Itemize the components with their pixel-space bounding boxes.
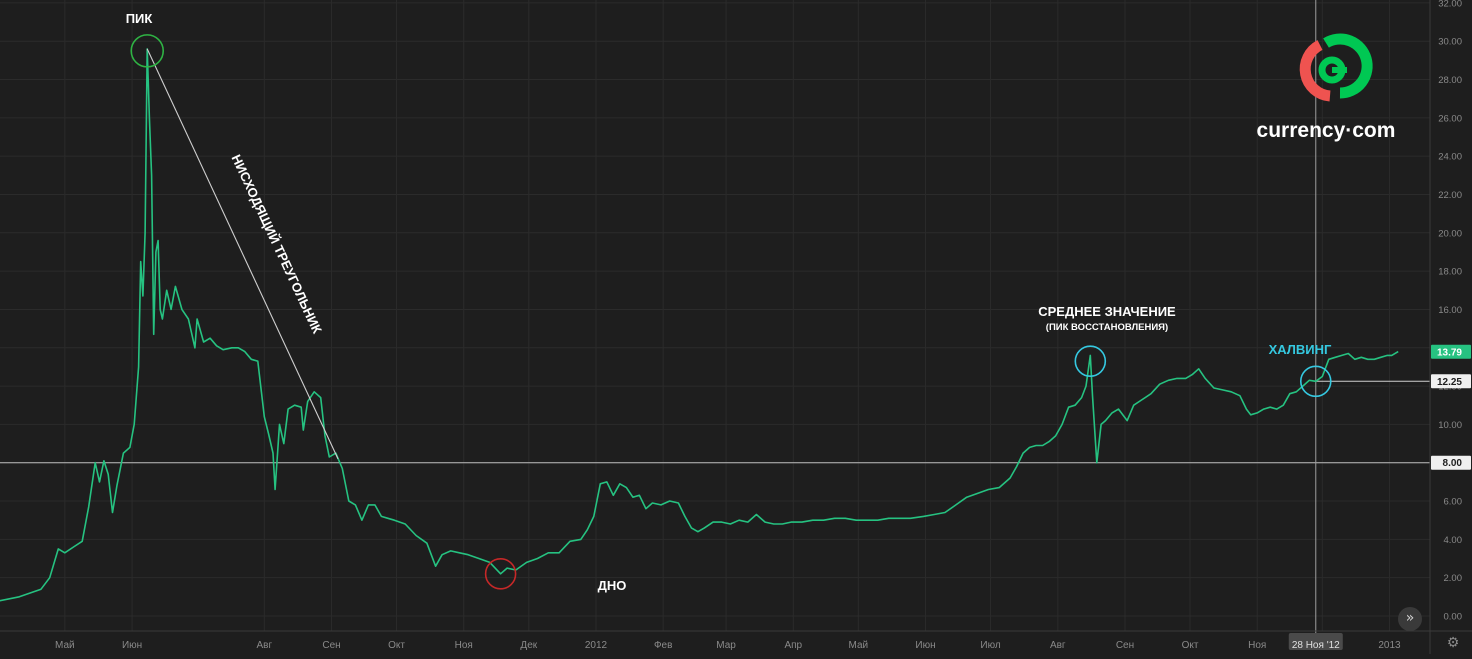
y-tick-label: 10.00 [1438,420,1462,431]
y-tick-label: 24.00 [1438,152,1462,163]
halving-label: ХАЛВИНГ [1269,342,1332,357]
settings-gear-icon[interactable]: ⚙ [1446,635,1460,651]
bottom-label: ДНО [598,578,627,593]
logo-inner-bar [1332,67,1347,73]
x-tick-label: Май [55,640,75,651]
y-tick-label: 20.00 [1438,228,1462,239]
peak-circle [130,34,165,68]
descending-triangle-line [146,48,339,460]
y-tick-label: 4.00 [1444,535,1463,546]
x-tick-label: Сен [1116,640,1134,651]
average-sublabel: (ПИК ВОССТАНОВЛЕНИЯ) [1046,322,1168,333]
logo-icon [1299,33,1373,102]
crosshair-date-badge: 28 Ноя '12 [1292,640,1340,651]
x-tick-label: 2013 [1378,640,1401,651]
price-line [0,48,1399,602]
y-tick-label: 16.00 [1438,305,1462,316]
x-tick-label: Авг [256,640,272,651]
logo-red-arc [1299,40,1331,102]
y-tick-label: 26.00 [1438,113,1462,124]
halving-circle [1299,365,1332,398]
level-price-badge: 8.00 [1443,458,1463,469]
x-tick-label: Ноя [455,640,473,651]
x-tick-label: Июн [915,640,935,651]
logo-green-arc [1323,33,1373,99]
x-tick-label: Дек [520,640,537,651]
y-tick-label: 6.00 [1444,497,1463,508]
average-label: СРЕДНЕЕ ЗНАЧЕНИЕ [1038,304,1176,319]
x-tick-label: Окт [1182,640,1199,651]
last-price-badge: 13.79 [1437,347,1462,358]
x-tick-label: Окт [388,640,405,651]
crosshair-price-badge: 12.25 [1437,377,1462,388]
x-tick-label: Фев [654,640,672,651]
x-tick-label: Апр [784,640,802,651]
last-price-badge-bg [1431,344,1471,359]
y-tick-label: 18.00 [1438,267,1462,278]
y-tick-label: 2.00 [1444,573,1463,584]
scroll-to-latest-button[interactable]: » [1398,607,1422,631]
y-tick-label: 30.00 [1438,37,1462,48]
x-tick-label: Июн [122,640,142,651]
currency-com-logo: currency·com [1257,33,1396,142]
x-tick-label: Сен [322,640,340,651]
crosshair-price-badge-bg [1431,374,1471,389]
bottom-circle [484,558,517,590]
x-tick-label: 2012 [585,640,608,651]
y-tick-label: 22.00 [1438,190,1462,201]
price-series [0,48,1399,602]
annotations: ПИК НИСХОДЯЩИЙ ТРЕУГОЛЬНИК ДНО СРЕДНЕЕ ЗНАЧ… [126,11,1332,593]
x-tick-label: Ноя [1248,640,1266,651]
x-tick-label: Авг [1050,640,1066,651]
peak-label: ПИК [126,11,153,26]
y-tick-label: 0.00 [1444,612,1463,623]
average-peak-circle [1074,345,1107,377]
reference-lines [0,0,1430,641]
x-tick-label: Май [849,640,869,651]
x-tick-label: Мар [716,640,736,651]
y-tick-label: 28.00 [1438,75,1462,86]
level-price-badge-bg [1431,455,1471,470]
x-tick-label: Июл [980,640,1000,651]
logo-text: currency·com [1257,119,1396,142]
chart-grid [0,0,1430,631]
crosshair-date-badge-bg [1288,633,1343,650]
y-tick-label: 32.00 [1438,0,1462,9]
triangle-label: НИСХОДЯЩИЙ ТРЕУГОЛЬНИК [229,152,325,336]
